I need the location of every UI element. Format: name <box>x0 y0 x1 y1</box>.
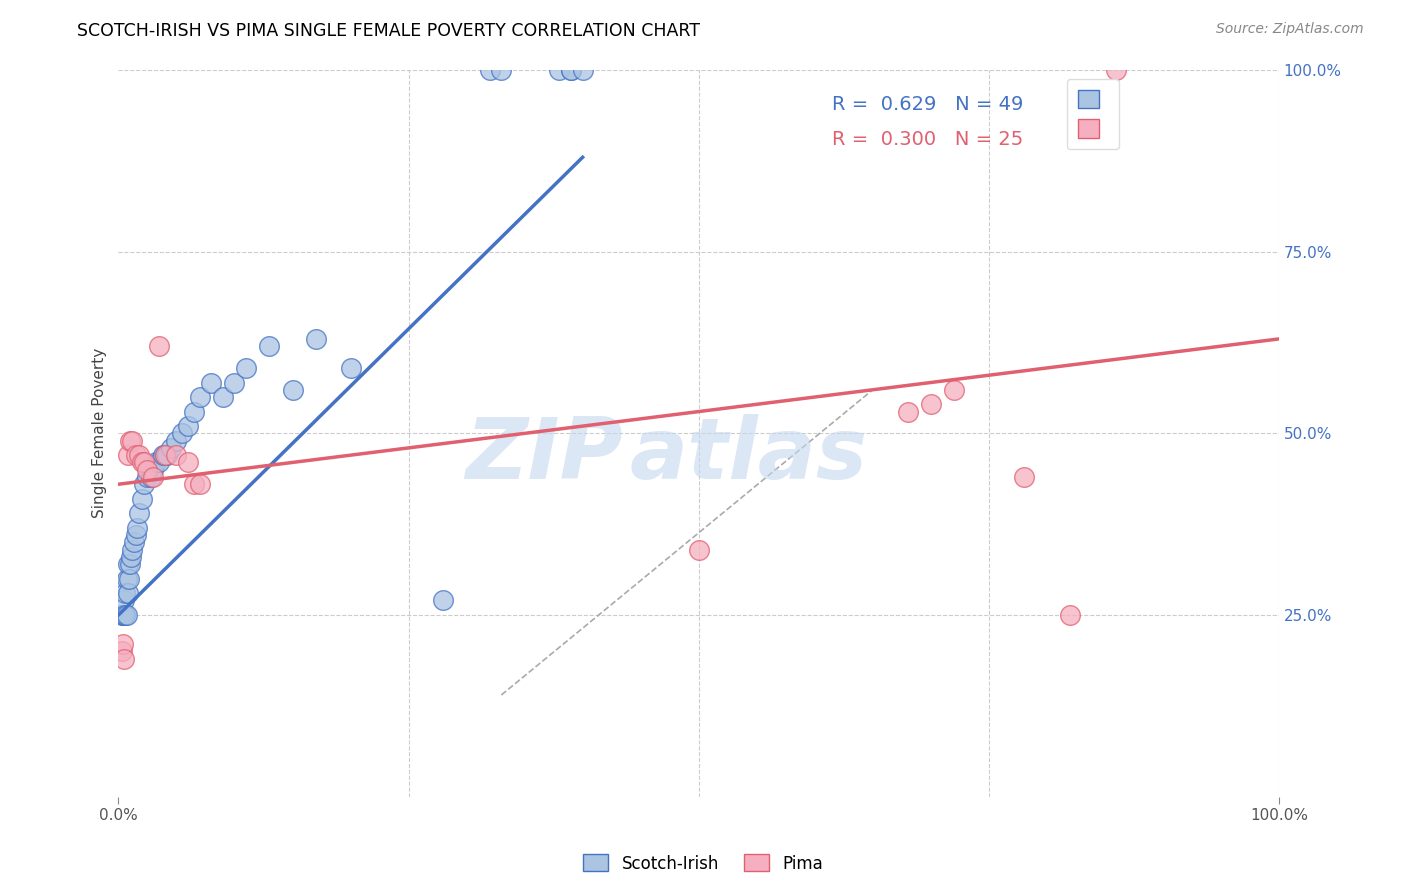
Point <box>560 63 582 78</box>
Point <box>112 593 135 607</box>
Point <box>117 557 139 571</box>
Point <box>339 361 361 376</box>
Point <box>131 491 153 506</box>
Point <box>145 455 167 469</box>
Point <box>188 390 211 404</box>
Point <box>112 607 135 622</box>
Point <box>688 542 710 557</box>
Point <box>166 434 188 448</box>
Point <box>183 477 205 491</box>
Text: atlas: atlas <box>628 414 868 497</box>
Point <box>235 361 257 376</box>
Point <box>1012 470 1035 484</box>
Text: R =  0.629   N = 49: R = 0.629 N = 49 <box>832 95 1024 114</box>
Point <box>115 572 138 586</box>
Point <box>121 542 143 557</box>
Point <box>132 477 155 491</box>
Point <box>111 607 134 622</box>
Point <box>212 390 235 404</box>
Point <box>224 376 246 390</box>
Point <box>200 376 222 390</box>
Point <box>112 637 135 651</box>
Point <box>259 339 281 353</box>
Point <box>142 463 165 477</box>
Point <box>152 448 174 462</box>
Point <box>548 63 571 78</box>
Legend: Scotch-Irish, Pima: Scotch-Irish, Pima <box>576 847 830 880</box>
Point <box>491 63 513 78</box>
Point <box>125 448 148 462</box>
Point <box>115 607 138 622</box>
Point <box>920 397 942 411</box>
Point <box>478 63 501 78</box>
Text: R =  0.300   N = 25: R = 0.300 N = 25 <box>832 129 1024 149</box>
Point <box>114 586 136 600</box>
Text: SCOTCH-IRISH VS PIMA SINGLE FEMALE POVERTY CORRELATION CHART: SCOTCH-IRISH VS PIMA SINGLE FEMALE POVER… <box>77 22 700 40</box>
Point <box>125 528 148 542</box>
Point <box>148 339 170 353</box>
Point <box>132 455 155 469</box>
Point <box>114 607 136 622</box>
Point <box>122 535 145 549</box>
Point <box>118 434 141 448</box>
Point <box>432 593 454 607</box>
Point <box>896 404 918 418</box>
Legend: , : , <box>1067 79 1119 149</box>
Point <box>305 332 328 346</box>
Point <box>166 448 188 462</box>
Point <box>1059 607 1081 622</box>
Point <box>1105 63 1128 78</box>
Point <box>121 434 143 448</box>
Point <box>136 470 159 484</box>
Point <box>125 521 148 535</box>
Point <box>120 549 142 564</box>
Point <box>136 463 159 477</box>
Point <box>128 448 150 462</box>
Point <box>148 455 170 469</box>
Point <box>177 419 200 434</box>
Point <box>183 404 205 418</box>
Point <box>153 448 176 462</box>
Point <box>159 441 181 455</box>
Point <box>112 651 135 665</box>
Point <box>117 448 139 462</box>
Point <box>560 63 582 78</box>
Point <box>153 448 176 462</box>
Point <box>131 455 153 469</box>
Point <box>142 470 165 484</box>
Point <box>943 383 966 397</box>
Point <box>177 455 200 469</box>
Point <box>117 586 139 600</box>
Y-axis label: Single Female Poverty: Single Female Poverty <box>93 348 107 518</box>
Point <box>172 426 194 441</box>
Point <box>112 607 135 622</box>
Text: ZIP: ZIP <box>465 414 623 497</box>
Point <box>188 477 211 491</box>
Point <box>111 644 134 658</box>
Point <box>281 383 304 397</box>
Point <box>118 557 141 571</box>
Point <box>128 506 150 520</box>
Point <box>156 448 179 462</box>
Text: Source: ZipAtlas.com: Source: ZipAtlas.com <box>1216 22 1364 37</box>
Point <box>139 470 162 484</box>
Point <box>118 572 141 586</box>
Point <box>571 63 593 78</box>
